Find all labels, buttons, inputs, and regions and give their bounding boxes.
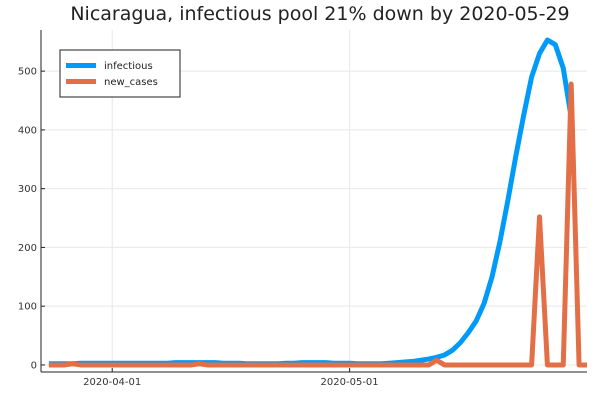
legend: infectious new_cases	[59, 49, 181, 98]
series-layer	[48, 37, 587, 368]
legend-label-infectious: infectious	[104, 61, 153, 72]
axis-layer: 0 100 200 300 400 500 2020-04-01 2020-05-01	[18, 30, 587, 388]
series-line-new-cases	[48, 81, 587, 368]
x-tick-label: 2020-05-01	[321, 377, 379, 388]
y-tick-label: 200	[18, 243, 37, 254]
y-tick-label: 300	[18, 184, 37, 195]
y-tick-label: 0	[31, 360, 37, 371]
y-tick-label: 500	[18, 67, 37, 78]
y-tick-label: 400	[18, 125, 37, 136]
x-tick-label: 2020-04-01	[83, 377, 141, 388]
legend-label-new-cases: new_cases	[104, 77, 158, 88]
legend-box	[59, 49, 181, 98]
chart-title: Nicaragua, infectious pool 21% down by 2…	[70, 3, 569, 25]
y-tick-label: 100	[18, 302, 37, 313]
